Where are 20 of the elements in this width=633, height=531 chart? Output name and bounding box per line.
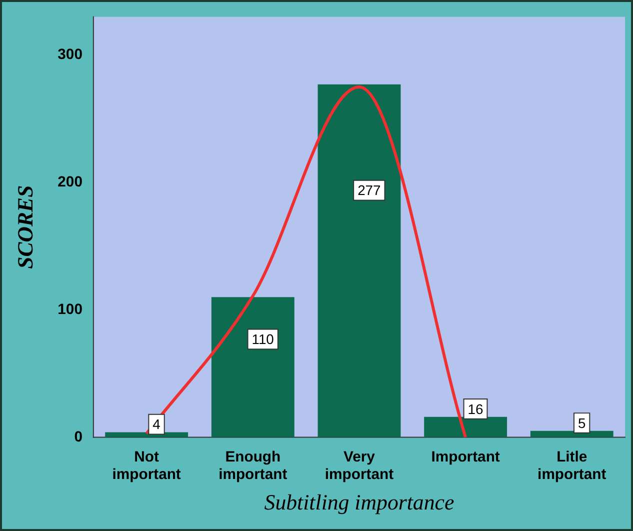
data-label: 16 (468, 400, 484, 417)
bar (424, 416, 508, 438)
data-label: 277 (358, 182, 382, 198)
bar (211, 297, 294, 438)
line-series (145, 85, 468, 438)
x-axis-title: Subtitling importance (264, 490, 454, 515)
y-tick-label: 0 (74, 429, 82, 446)
x-tick-label: Enough important (218, 449, 288, 484)
y-axis-title: SCORES (14, 185, 38, 269)
bar (318, 84, 401, 438)
data-label: 4 (152, 416, 161, 432)
y-tick-label: 300 (58, 47, 82, 64)
data-label: 110 (252, 331, 274, 348)
y-tick-label: 100 (58, 302, 82, 318)
x-tick-label: Very important (324, 449, 394, 484)
y-tick-label: 200 (58, 174, 82, 191)
data-label: 5 (578, 414, 586, 431)
x-tick-label: Important (431, 449, 500, 466)
x-tick-label: Not important (112, 449, 181, 484)
x-tick-label: Litle important (538, 449, 606, 484)
